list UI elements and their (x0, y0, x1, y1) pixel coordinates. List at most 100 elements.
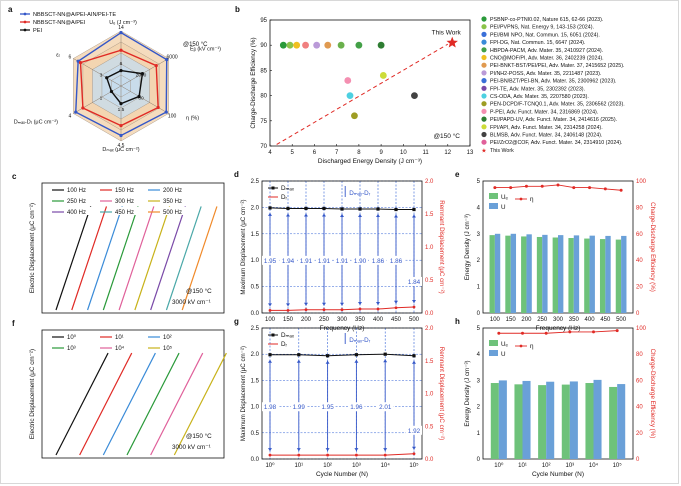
y2-tick-label: 60 (636, 378, 643, 384)
bar-u (605, 235, 611, 313)
gap-label-bg (280, 255, 296, 265)
gap-label-bg (262, 402, 278, 412)
y-tick-label: 75 (260, 119, 267, 125)
arrow-head (358, 302, 362, 306)
radar-axis-label: Uₑ (J cm⁻³) (109, 20, 137, 26)
legend-star: ★ (481, 147, 486, 154)
legend-bg (65, 343, 93, 351)
y-tick-label: 0 (477, 311, 481, 317)
panel-label-g: g (234, 317, 239, 326)
bar-u (522, 380, 531, 459)
x-tick-label: 12 (444, 150, 451, 156)
hysteresis-curve (79, 352, 133, 456)
dr-point (326, 453, 329, 457)
legend-marker (271, 333, 275, 337)
legend-bg (161, 196, 189, 204)
legend-marker (481, 16, 487, 22)
x-tick-label: 450 (600, 317, 611, 323)
scatter-point (377, 41, 385, 49)
arrow-head (376, 213, 380, 217)
legend-label: PEI/BMI NPO, Nat. Commun. 15, 6051 (2024… (490, 32, 600, 38)
hysteresis-curve (150, 206, 186, 311)
dmax-point (358, 207, 362, 211)
gap-label-bg (298, 255, 314, 265)
gap-label: 1.90 (354, 258, 367, 265)
line-chart-d: 0.0 0.5 1.0 1.5 2.0 2.5 0.0 0.5 1.0 1.5 2.0 100 150 2… (240, 179, 445, 332)
gap-label: 1.96 (350, 404, 363, 411)
eta-point (544, 331, 548, 335)
gap-label: 1.86 (372, 258, 385, 265)
radar-tick: 4.5 (118, 143, 125, 149)
y2-tick-label: 1.0 (425, 245, 434, 251)
legend-marker (23, 20, 27, 24)
y-axis-title: Electric Displacement (μC cm⁻²) (29, 349, 36, 439)
eta-point (619, 188, 623, 192)
y2-axis-title: Remnant Displacement (μC cm⁻²) (438, 200, 445, 293)
bar-u (526, 234, 532, 313)
x-tick-label: 10¹ (294, 463, 303, 469)
x-tick-label: 10³ (352, 463, 361, 469)
arrow-head (412, 446, 416, 450)
gap-label: 1.95 (321, 404, 334, 411)
legend-marker (271, 186, 275, 190)
x-tick-label: 10² (542, 463, 551, 469)
legend-label: 10² (163, 335, 172, 341)
radar-condition: @150 °C (183, 42, 208, 48)
this-work-star (446, 36, 458, 48)
panel-label-e: e (455, 170, 460, 179)
condition-label: @150 °C (186, 287, 212, 295)
eta-point (493, 186, 497, 190)
arrow-head (383, 448, 388, 452)
x-tick-label: 10³ (565, 463, 574, 469)
plot-frame (41, 329, 225, 459)
bar-u (589, 235, 595, 313)
x-tick-label: 4 (268, 150, 272, 156)
scatter-point (344, 77, 352, 84)
y-tick-label: 3 (477, 378, 481, 384)
legend-label: 10¹ (115, 335, 124, 341)
dmax-point (326, 354, 330, 358)
gap-label-bg (352, 255, 368, 265)
legend-marker (481, 54, 487, 61)
x-tick-label: 10⁵ (409, 462, 419, 469)
y-tick-label: 5 (477, 326, 481, 332)
dr-point (383, 453, 387, 457)
trend-arrow (276, 43, 449, 145)
eta-point (592, 330, 595, 334)
legend-marker (481, 124, 487, 130)
field-label: 3000 kV cm⁻¹ (172, 444, 211, 451)
gap-label-bg (406, 276, 422, 286)
y2-tick-label: 0.0 (425, 457, 434, 463)
eta-point (603, 187, 607, 191)
legend-marker (481, 108, 487, 114)
dr-point (394, 306, 398, 310)
x-tick-label: 10² (323, 463, 332, 469)
gap-label: 2.01 (379, 404, 392, 411)
bar-ue (514, 384, 523, 459)
eta-point (568, 330, 572, 334)
y-tick-label: 0.5 (251, 285, 260, 291)
scatter-point (293, 41, 301, 49)
scatter-point (279, 41, 287, 49)
y2-tick-label: 0.5 (425, 424, 434, 430)
legend-label: U (501, 204, 506, 211)
legend-bg (65, 332, 93, 340)
legend-label: 250 Hz (67, 199, 86, 205)
y2-tick-label: 2.0 (425, 326, 434, 332)
legend-marker (519, 197, 523, 201)
legend-label: FPI-DG, Nat. Commun. 15, 6647 (2024). (490, 40, 585, 46)
bar-ue (489, 235, 495, 313)
y-axis-title: Maximum Displacement (μC cm⁻²) (240, 346, 247, 441)
series-dmax (270, 353, 415, 357)
legend-swatch (489, 350, 498, 356)
x-tick-label: 11 (422, 150, 429, 156)
panel-label-h: h (455, 317, 460, 326)
y-tick-label: 3 (477, 232, 481, 238)
radar-tick: 100 (168, 114, 177, 120)
y-tick-label: 2.0 (251, 205, 260, 211)
dmax-point (304, 206, 308, 211)
radar-tick: 1.5 (118, 107, 125, 113)
y2-tick-label: 100 (636, 326, 647, 332)
radar-tick: 4 (69, 114, 72, 120)
bar-ue (505, 235, 511, 313)
